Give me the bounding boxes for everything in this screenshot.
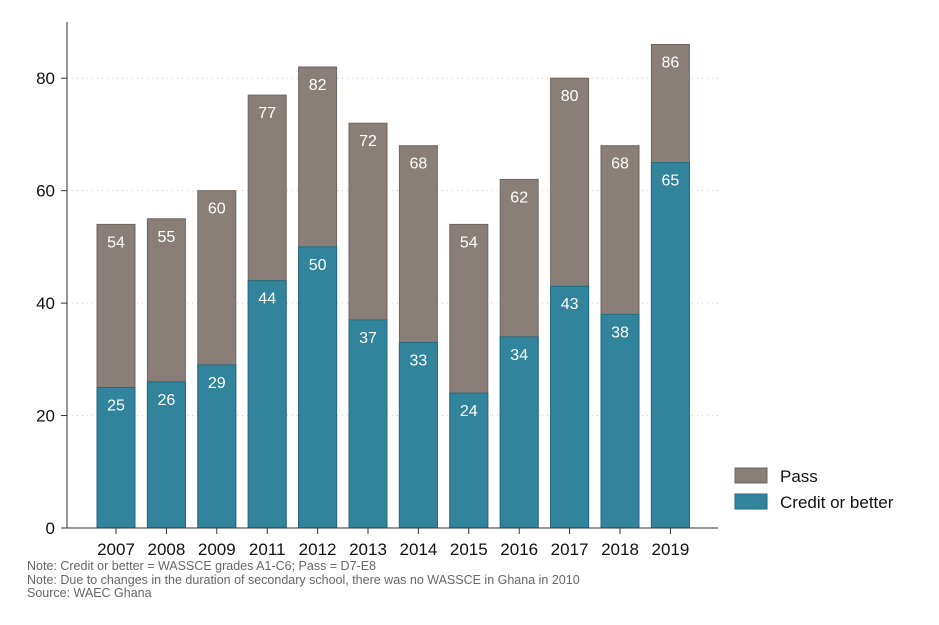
y-ticks: 0 20 40 60 80	[36, 69, 67, 538]
bar-label-pass-2008: 55	[158, 229, 176, 246]
legend-swatch-credit	[734, 493, 768, 510]
bar-label-credit-2017: 43	[561, 296, 579, 313]
x-tick-label: 2007	[97, 540, 135, 559]
bar-label-pass-2019: 86	[662, 54, 680, 71]
bar-label-pass-2017: 80	[561, 88, 579, 105]
bar-credit-2008	[146, 381, 186, 529]
bar-label-pass-2009: 60	[208, 201, 226, 218]
x-tick-label: 2008	[147, 540, 185, 559]
bar-label-credit-2015: 24	[460, 403, 478, 420]
bar-label-pass-2012: 82	[309, 77, 327, 94]
legend-swatch-pass	[734, 467, 768, 484]
y-tick-label: 40	[36, 294, 55, 313]
bar-credit-2015	[449, 392, 489, 529]
bar-label-credit-2011: 44	[258, 291, 276, 308]
y-tick-label: 0	[46, 519, 55, 538]
note-2010-gap: Note: Due to changes in the duration of …	[27, 572, 580, 587]
gridlines	[67, 77, 718, 417]
chart-notes: Note: Credit or better = WASSCE grades A…	[27, 559, 580, 601]
x-tick-label: 2018	[601, 540, 639, 559]
bar-label-credit-2018: 38	[611, 324, 629, 341]
bar-label-credit-2007: 25	[107, 397, 125, 414]
bar-credit-2013	[348, 319, 388, 529]
bar-credit-2009	[197, 364, 237, 529]
y-tick-label: 20	[36, 407, 55, 426]
x-tick-label: 2011	[249, 540, 286, 559]
note-credit-definition: Note: Credit or better = WASSCE grades A…	[27, 559, 376, 573]
bar-credit-2011	[247, 280, 287, 529]
bar-label-pass-2016: 62	[510, 189, 528, 206]
x-tick-label: 2015	[450, 540, 488, 559]
bar-label-credit-2014: 33	[410, 352, 428, 369]
bar-label-pass-2007: 54	[107, 234, 125, 251]
x-tick-label: 2013	[349, 540, 387, 559]
bar-label-pass-2013: 72	[359, 133, 377, 150]
bar-label-pass-2011: 77	[258, 105, 276, 122]
bar-credit-2014	[398, 341, 438, 529]
x-tick-label: 2016	[500, 540, 538, 559]
bar-credit-2007	[96, 386, 136, 529]
bar-labels: 54 25 55 26 60 29 77 44 82 50 72 37 68 33 54 24 62 34 80 43…	[107, 54, 679, 420]
bar-label-credit-2016: 34	[510, 347, 528, 364]
bar-label-pass-2018: 68	[611, 156, 629, 173]
bar-chart: 54 25 55 26 60 29 77 44 82 50 72 37 68 33 54 24 62 34 80 43…	[36, 22, 894, 559]
x-ticks: 2007 2008 2009 2011 2012 2013 2014 2015 2016 2017…	[97, 528, 689, 559]
y-tick-label: 60	[36, 182, 55, 201]
legend-label-credit: Credit or better	[780, 493, 894, 512]
credit-bars	[96, 162, 690, 529]
bar-label-credit-2008: 26	[158, 392, 176, 409]
x-tick-label: 2014	[399, 540, 437, 559]
bar-label-credit-2012: 50	[309, 257, 327, 274]
bar-label-pass-2014: 68	[410, 156, 428, 173]
bar-label-credit-2013: 37	[359, 330, 377, 347]
legend: Pass Credit or better	[734, 467, 894, 512]
x-tick-label: 2019	[651, 540, 689, 559]
bar-label-pass-2015: 54	[460, 234, 478, 251]
bar-label-credit-2019: 65	[662, 173, 680, 190]
bar-credit-2016	[499, 336, 539, 529]
legend-label-pass: Pass	[780, 467, 818, 486]
axes	[66, 22, 718, 529]
bar-credit-2018	[600, 313, 640, 529]
x-tick-label: 2009	[198, 540, 236, 559]
bar-label-credit-2009: 29	[208, 375, 226, 392]
source-note: Source: WAEC Ghana	[27, 586, 152, 600]
y-tick-label: 80	[36, 69, 55, 88]
bar-credit-2019	[650, 162, 690, 529]
x-tick-label: 2012	[299, 540, 337, 559]
bar-credit-2012	[298, 246, 338, 529]
x-tick-label: 2017	[551, 540, 589, 559]
bar-credit-2017	[550, 285, 590, 529]
